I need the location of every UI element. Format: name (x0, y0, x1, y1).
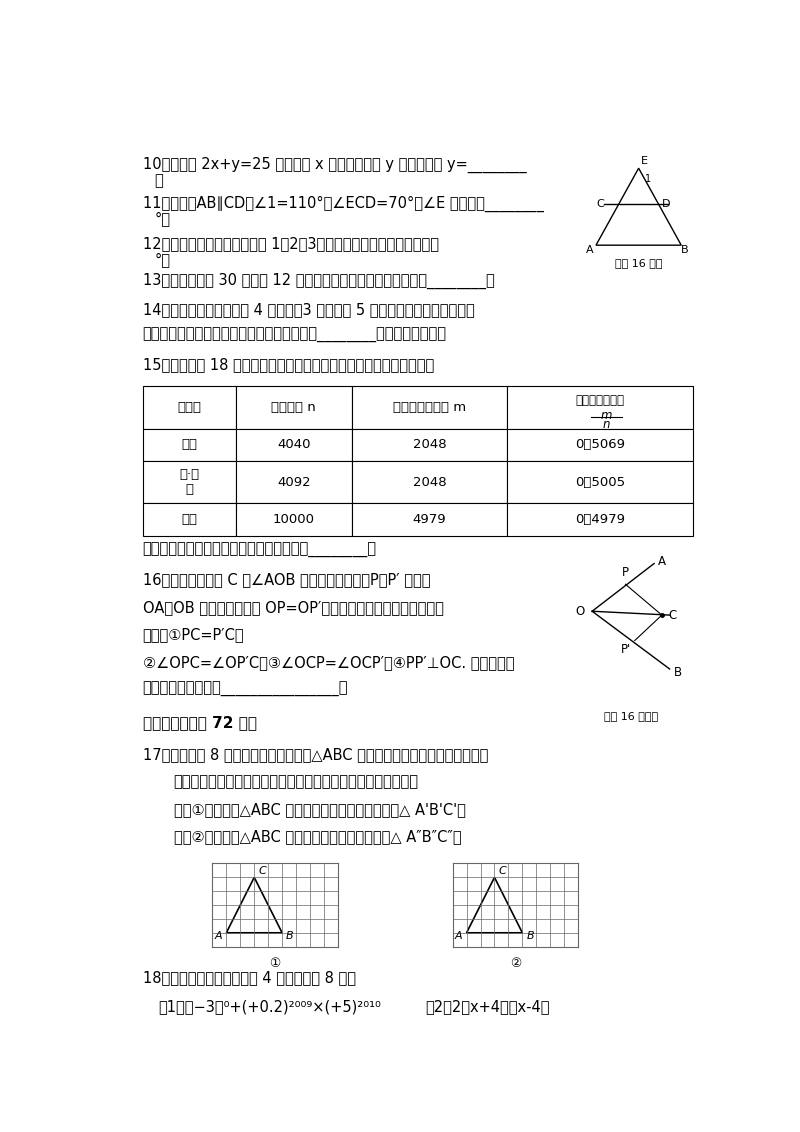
Text: ．: ． (154, 173, 163, 188)
Text: ②∠OPC=∠OP′C；③∠OCP=∠OCP′；④PP′⊥OC. 请你写出一: ②∠OPC=∠OP′C；③∠OCP=∠OCP′；④PP′⊥OC. 请你写出一 (142, 655, 514, 670)
Text: 18．计算或化简：（每小题 4 分，本题共 8 分）: 18．计算或化简：（每小题 4 分，本题共 8 分） (142, 970, 356, 985)
Bar (507, 429, 693, 461)
Text: （2）2（x+4）（x-4）: （2）2（x+4）（x-4） (426, 998, 550, 1014)
Text: A: A (658, 555, 666, 567)
Text: 1: 1 (645, 174, 651, 185)
Text: C: C (258, 866, 266, 876)
Bar (352, 461, 507, 504)
Bar (236, 429, 352, 461)
Text: A: A (586, 246, 594, 255)
Text: OA、OB 上，如果要得到 OP=OP′，需要添加以下条件中的某一个: OA、OB 上，如果要得到 OP=OP′，需要添加以下条件中的某一个 (142, 600, 443, 615)
Text: E: E (641, 156, 648, 166)
Text: °．: °． (154, 212, 170, 226)
Bar (352, 386, 507, 429)
Text: 12．三角形的三个内角的比是 1：2：3，则其中最大一个内角的度数是: 12．三角形的三个内角的比是 1：2：3，则其中最大一个内角的度数是 (142, 235, 438, 251)
Text: 17．（本题共 8 分）如图，方格纸中的△ABC 的三个顶点分别在小正方形的顶点: 17．（本题共 8 分）如图，方格纸中的△ABC 的三个顶点分别在小正方形的顶点 (142, 747, 488, 762)
Text: 10000: 10000 (273, 513, 314, 526)
Text: 外其它都相同，从中任意摸出一个球，则摸出________球的可能性最小．: 外其它都相同，从中任意摸出一个球，则摸出________球的可能性最小． (142, 328, 446, 343)
Text: D: D (662, 199, 670, 209)
Bar (352, 429, 507, 461)
Text: B: B (526, 931, 534, 941)
Bar (236, 386, 352, 429)
Text: 4040: 4040 (277, 438, 310, 452)
Text: 试验者: 试验者 (177, 401, 201, 414)
Bar (142, 504, 236, 535)
Text: °．: °． (154, 252, 170, 267)
Text: 布丰: 布丰 (181, 438, 197, 452)
Bar (352, 504, 507, 535)
Text: 11．如图，AB∥CD，∠1=110°，∠ECD=70°，∠E 的大小是________: 11．如图，AB∥CD，∠1=110°，∠ECD=70°，∠E 的大小是____… (142, 196, 543, 212)
Text: 试验次数 n: 试验次数 n (271, 401, 316, 414)
Text: 0．5005: 0．5005 (575, 475, 625, 489)
Text: C: C (498, 866, 506, 876)
Text: （第 16 题图）: （第 16 题图） (604, 711, 658, 721)
Text: 4092: 4092 (277, 475, 310, 489)
Text: B: B (674, 667, 682, 679)
Text: （格点）上，称为格点三角形．请在方格纸上按下列要求画图．: （格点）上，称为格点三角形．请在方格纸上按下列要求画图． (174, 774, 418, 789)
Bar (142, 429, 236, 461)
Text: 德·摩
根: 德·摩 根 (179, 469, 199, 496)
Text: （第 16 图）: （第 16 图） (615, 258, 662, 268)
Bar (507, 504, 693, 535)
Bar (142, 386, 236, 429)
Text: 在图②中画出与△ABC 全等且有一条公共边的格点△ A″B″C″．: 在图②中画出与△ABC 全等且有一条公共边的格点△ A″B″C″． (174, 830, 462, 844)
Text: 0．5069: 0．5069 (575, 438, 625, 452)
Bar (507, 461, 693, 504)
Text: m: m (600, 410, 612, 422)
Text: 16．如图，已知点 C 是∠AOB 平分线上的点，点P、P′ 分别在: 16．如图，已知点 C 是∠AOB 平分线上的点，点P、P′ 分别在 (142, 573, 430, 588)
Text: 15．下表是自 18 世纪以来一些统计学家进行抛硬币试验所得的数据：: 15．下表是自 18 世纪以来一些统计学家进行抛硬币试验所得的数据： (142, 357, 434, 372)
Bar (236, 461, 352, 504)
Text: 4979: 4979 (413, 513, 446, 526)
Text: P': P' (621, 643, 631, 655)
Text: A: A (214, 931, 222, 941)
Text: 那么估计抛硬币正面朝上的概率的估计值是________．: 那么估计抛硬币正面朝上的概率的估计值是________． (142, 543, 377, 558)
Text: （1）（−3）⁰+(+0.2)²⁰⁰⁹×(+5)²⁰¹⁰: （1）（−3）⁰+(+0.2)²⁰⁰⁹×(+5)²⁰¹⁰ (158, 998, 381, 1014)
Text: 13．掷一枚硬币 30 次，有 12 次正面朝上，则正面朝上的频率为________．: 13．掷一枚硬币 30 次，有 12 次正面朝上，则正面朝上的频率为______… (142, 273, 494, 290)
Text: 即可：①PC=P′C；: 即可：①PC=P′C； (142, 627, 244, 642)
Text: n: n (602, 418, 610, 431)
Text: A: A (455, 931, 462, 941)
Text: C: C (596, 199, 604, 209)
Text: 个正确结果的序号：________________．: 个正确结果的序号：________________． (142, 683, 348, 697)
Text: 0．4979: 0．4979 (575, 513, 625, 526)
Bar (236, 504, 352, 535)
Bar (142, 461, 236, 504)
Text: 三、解答题（计 72 分）: 三、解答题（计 72 分） (142, 714, 257, 730)
Text: ①: ① (270, 957, 281, 970)
Text: B: B (286, 931, 294, 941)
Text: 正面朝上的频率: 正面朝上的频率 (575, 394, 624, 406)
Text: O: O (575, 604, 584, 618)
Text: B: B (682, 246, 689, 255)
Text: C: C (668, 609, 676, 621)
Text: P: P (622, 566, 629, 578)
Text: 14．不透明的袋子中装有 4 个红球、3 个黄球和 5 个蓝球，每个球除颜色不同: 14．不透明的袋子中装有 4 个红球、3 个黄球和 5 个蓝球，每个球除颜色不同 (142, 302, 474, 317)
Text: 费勤: 费勤 (181, 513, 197, 526)
Text: 10．将方程 2x+y=25 写成用含 x 的代数式表示 y 的形式，则 y=________: 10．将方程 2x+y=25 写成用含 x 的代数式表示 y 的形式，则 y=_… (142, 156, 526, 173)
Text: 在图①中画出与△ABC 全等且有一个公共顶点的格点△ A'B'C'；: 在图①中画出与△ABC 全等且有一个公共顶点的格点△ A'B'C'； (174, 803, 466, 817)
Text: 2048: 2048 (413, 475, 446, 489)
Bar (507, 386, 693, 429)
Text: 2048: 2048 (413, 438, 446, 452)
Text: ②: ② (510, 957, 521, 970)
Text: 正面朝上的次数 m: 正面朝上的次数 m (393, 401, 466, 414)
